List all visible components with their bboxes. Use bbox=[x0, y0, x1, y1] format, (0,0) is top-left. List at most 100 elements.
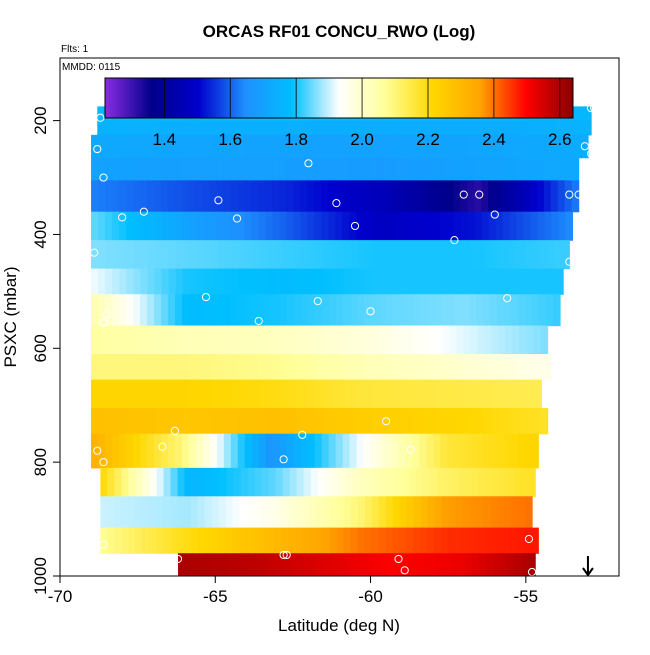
heatmap-cell bbox=[309, 379, 317, 409]
heatmap-cell bbox=[225, 527, 234, 554]
heatmap-cell bbox=[435, 240, 444, 270]
heatmap-cell bbox=[146, 157, 155, 181]
heatmap-cell bbox=[206, 553, 214, 576]
heatmap-cell bbox=[340, 120, 349, 136]
heatmap-cell bbox=[188, 433, 197, 469]
heatmap-cell bbox=[211, 527, 220, 554]
heatmap-cell bbox=[358, 240, 366, 270]
heatmap-cell bbox=[126, 325, 134, 355]
heatmap-cell bbox=[258, 354, 266, 381]
heatmap-cell bbox=[175, 379, 184, 409]
heatmap-cell bbox=[232, 527, 240, 554]
heatmap-cell bbox=[305, 120, 314, 136]
heatmap-cell bbox=[146, 433, 155, 469]
heatmap-cell bbox=[521, 120, 530, 136]
heatmap-cell bbox=[498, 325, 507, 355]
heatmap-cell bbox=[535, 120, 543, 136]
heatmap-cell bbox=[503, 134, 512, 159]
heatmap-cell bbox=[439, 354, 447, 381]
heatmap-cell bbox=[231, 240, 240, 270]
heatmap-cell bbox=[230, 157, 238, 181]
heatmap-cell bbox=[223, 180, 231, 213]
observation-point bbox=[490, 210, 499, 219]
heatmap-cell bbox=[283, 553, 291, 576]
heatmap-cell bbox=[350, 325, 359, 355]
heatmap-cell bbox=[274, 496, 282, 529]
heatmap-cell bbox=[366, 467, 375, 497]
heatmap-cell bbox=[244, 354, 252, 381]
heatmap-cell bbox=[401, 268, 409, 295]
heatmap-cell bbox=[161, 134, 169, 159]
heatmap-cell bbox=[426, 134, 435, 159]
heatmap-cell bbox=[335, 211, 343, 241]
heatmap-cell bbox=[370, 433, 379, 469]
heatmap-cell bbox=[406, 527, 414, 554]
heatmap-cell bbox=[407, 379, 416, 409]
heatmap-cell bbox=[439, 180, 447, 213]
heatmap-cell bbox=[226, 467, 235, 497]
heatmap-cell bbox=[182, 240, 191, 270]
heatmap-cell bbox=[420, 496, 429, 529]
heatmap-cell bbox=[476, 294, 484, 327]
heatmap-cell bbox=[287, 408, 296, 435]
heatmap-cell bbox=[342, 211, 350, 241]
heatmap-cell bbox=[224, 408, 233, 435]
heatmap-cell bbox=[196, 134, 204, 159]
heatmap-cell bbox=[114, 527, 122, 554]
heatmap-cell bbox=[371, 325, 380, 355]
heatmap-cell bbox=[482, 433, 490, 469]
heatmap-cell bbox=[133, 325, 141, 355]
heatmap-cell bbox=[203, 294, 211, 327]
heatmap-cell bbox=[280, 134, 288, 159]
heatmap-cell bbox=[449, 408, 457, 435]
heatmap-cell bbox=[231, 268, 240, 295]
heatmap-cell bbox=[392, 527, 400, 554]
heatmap-cell bbox=[384, 433, 393, 469]
heatmap-cell bbox=[415, 467, 424, 497]
heatmap-cell bbox=[175, 408, 183, 435]
heatmap-cell bbox=[300, 157, 308, 181]
heatmap-cell bbox=[126, 134, 134, 159]
heatmap-cell bbox=[403, 120, 411, 136]
heatmap-cell bbox=[327, 180, 336, 213]
heatmap-cell bbox=[472, 467, 480, 497]
heatmap-cell bbox=[479, 120, 488, 136]
observation-point bbox=[565, 190, 574, 199]
heatmap-cell bbox=[173, 120, 182, 136]
x-tick-label: -55 bbox=[514, 587, 539, 606]
heatmap-cell bbox=[258, 433, 267, 469]
heatmap-cell bbox=[288, 379, 296, 409]
chart-title: ORCAS RF01 CONCU_RWO (Log) bbox=[203, 22, 476, 41]
heatmap-cell bbox=[396, 120, 404, 136]
heatmap-cell bbox=[300, 180, 308, 213]
heatmap-cell bbox=[204, 496, 213, 529]
heatmap-cell bbox=[500, 467, 508, 497]
heatmap-cell bbox=[462, 294, 470, 327]
heatmap-cell bbox=[384, 211, 392, 241]
heatmap-cell bbox=[460, 354, 468, 381]
heatmap-cell bbox=[121, 527, 129, 554]
heatmap-cell bbox=[460, 157, 468, 181]
heatmap-cell bbox=[280, 408, 289, 435]
heatmap-cell bbox=[315, 134, 323, 159]
heatmap-cell bbox=[376, 354, 385, 381]
heatmap-cell bbox=[133, 408, 141, 435]
heatmap-cell bbox=[286, 180, 294, 213]
heatmap-cell bbox=[138, 120, 147, 136]
heatmap-cell bbox=[251, 180, 259, 213]
heatmap-cell bbox=[550, 157, 559, 181]
heatmap-cell bbox=[374, 553, 382, 576]
heatmap-cell bbox=[114, 496, 122, 529]
heatmap-cell bbox=[336, 134, 344, 159]
heatmap-cell bbox=[468, 433, 476, 469]
heatmap-cell bbox=[391, 134, 400, 159]
heatmap-cell bbox=[174, 354, 183, 381]
heatmap-cell bbox=[379, 325, 387, 355]
heatmap-cell bbox=[507, 120, 516, 136]
heatmap-cell bbox=[343, 294, 351, 327]
heatmap-cell bbox=[338, 467, 347, 497]
heatmap-cell bbox=[91, 379, 99, 409]
heatmap-cell bbox=[293, 180, 301, 213]
heatmap-cell bbox=[308, 527, 317, 554]
heatmap-cell bbox=[508, 157, 517, 181]
